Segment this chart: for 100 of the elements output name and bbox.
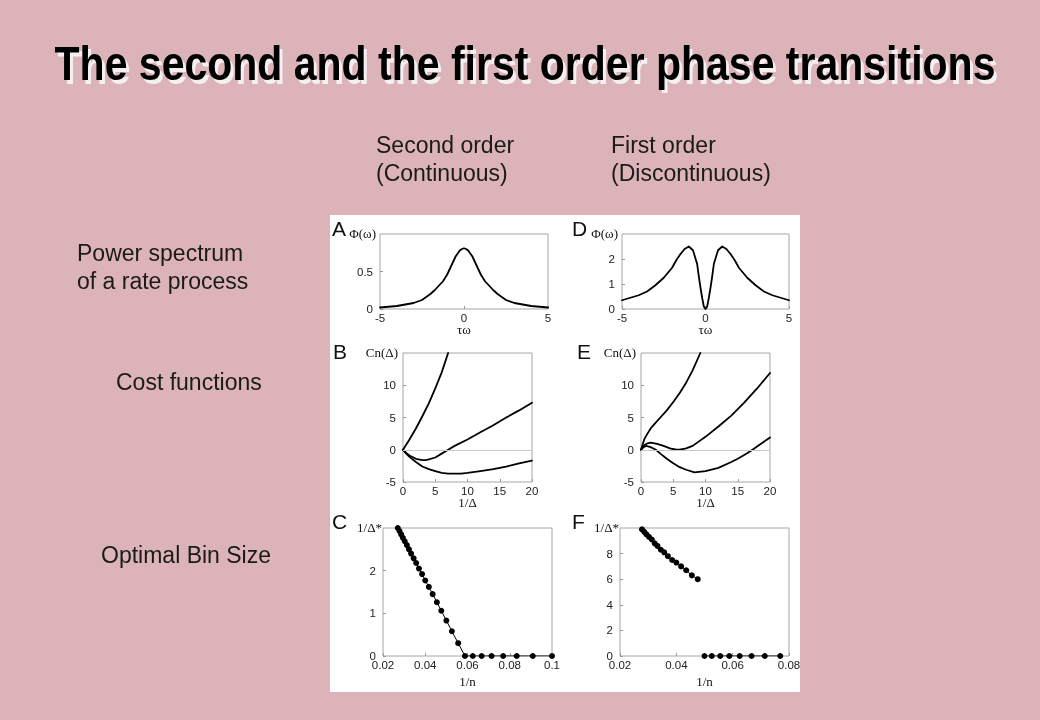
- x-tick-label: 0.08: [777, 659, 801, 671]
- point: [455, 640, 462, 647]
- point: [410, 555, 417, 562]
- y-tick-label: 5: [627, 411, 634, 424]
- y-tick-label: 1: [369, 607, 376, 620]
- x-tick-label: 10: [699, 485, 712, 497]
- point: [425, 583, 432, 590]
- point: [777, 653, 784, 659]
- point: [701, 653, 708, 659]
- chart-title: E: [577, 340, 592, 363]
- chart-title: A: [332, 217, 347, 240]
- x-axis-title: 1/Δ: [458, 495, 477, 510]
- y-tick-label: 0: [608, 303, 615, 315]
- x-tick-label: 0: [637, 485, 645, 497]
- x-tick-label: 20: [763, 485, 777, 497]
- chart-title: C: [332, 510, 348, 533]
- x-tick-label: 5: [670, 485, 677, 497]
- chart-title: D: [572, 217, 588, 240]
- x-axis-title: τω: [698, 322, 713, 337]
- y-tick-label: 2: [606, 624, 613, 637]
- point: [469, 653, 476, 659]
- point: [708, 653, 715, 659]
- y-tick-label: 2: [369, 564, 376, 577]
- text: The second and the first order phase transitions: [53, 36, 997, 93]
- point: [726, 653, 733, 659]
- point: [683, 567, 690, 574]
- y-tick-label: 5: [389, 411, 396, 424]
- text: Optimal Bin Size: [101, 541, 272, 569]
- text: Second order (Continuous): [376, 131, 515, 187]
- x-tick-label: 10: [461, 485, 474, 497]
- line-series: [621, 245, 790, 310]
- point: [488, 653, 495, 659]
- x-tick-label: 0.04: [414, 659, 438, 671]
- point: [717, 653, 724, 659]
- point: [761, 653, 768, 659]
- x-tick-label: 0.04: [665, 659, 689, 671]
- x-tick-label: 0: [460, 312, 468, 324]
- y-tick-label: 0: [389, 443, 396, 456]
- y-tick-label: 10: [383, 379, 396, 392]
- x-tick-label: 15: [493, 485, 507, 497]
- text: Power spectrum of a rate process: [77, 239, 249, 295]
- x-axis-title: 1/Δ: [696, 495, 715, 510]
- point: [413, 559, 420, 566]
- text: Cost functions: [116, 368, 262, 396]
- point: [448, 628, 455, 635]
- x-axis-title: τω: [457, 322, 472, 337]
- y-axis-title: 1/Δ*: [594, 519, 619, 535]
- y-tick-label: 1: [608, 278, 615, 290]
- y-tick-label: -5: [385, 476, 396, 488]
- point: [678, 563, 685, 570]
- point: [669, 557, 676, 563]
- y-tick-label: 2: [608, 253, 615, 265]
- y-axis-title: Cn(Δ): [365, 344, 398, 360]
- x-tick-label: 20: [525, 485, 539, 497]
- point: [500, 653, 507, 659]
- point: [461, 653, 468, 659]
- y-tick-label: 0: [627, 443, 634, 456]
- point: [408, 550, 415, 557]
- x-tick-label: 15: [731, 485, 745, 497]
- point: [529, 653, 536, 659]
- chart-title: B: [333, 340, 348, 363]
- point: [429, 591, 436, 598]
- y-tick-label: 10: [621, 379, 634, 392]
- y-axis-title: Cn(Δ): [603, 344, 636, 360]
- text: First order (Discontinuous): [611, 131, 771, 187]
- point: [443, 617, 450, 624]
- x-tick-label: 0.06: [456, 659, 479, 671]
- x-tick-label: 0.06: [721, 659, 744, 671]
- point: [438, 607, 445, 614]
- x-axis-title: 1/n: [459, 674, 477, 689]
- point: [664, 553, 671, 560]
- x-tick-label: 0.08: [498, 659, 521, 671]
- point: [694, 576, 701, 583]
- point: [422, 577, 429, 584]
- y-tick-label: 0: [366, 303, 373, 315]
- point: [405, 546, 412, 553]
- x-tick-label: 5: [785, 312, 793, 324]
- y-tick-label: 6: [606, 573, 613, 586]
- x-tick-label: 0: [399, 485, 407, 497]
- y-axis-title: Φ(ω): [591, 225, 618, 241]
- y-axis-title: Φ(ω): [349, 225, 376, 241]
- point: [661, 549, 668, 556]
- x-tick-label: 5: [544, 312, 552, 324]
- y-tick-label: 4: [606, 598, 614, 611]
- line-series: [379, 247, 549, 309]
- point: [748, 653, 755, 659]
- point: [478, 653, 485, 659]
- point: [419, 571, 426, 578]
- point: [433, 599, 440, 606]
- x-tick-label: 0.1: [544, 659, 560, 671]
- x-axis-title: 1/n: [696, 674, 714, 689]
- point: [736, 653, 743, 659]
- point: [513, 653, 520, 659]
- point: [415, 565, 422, 572]
- x-tick-label: 0: [702, 312, 709, 324]
- y-axis-title: 1/Δ*: [357, 519, 382, 535]
- y-tick-label: -5: [623, 476, 634, 488]
- x-tick-label: 5: [432, 485, 439, 497]
- point: [673, 559, 680, 566]
- y-tick-label: 0.5: [357, 265, 373, 278]
